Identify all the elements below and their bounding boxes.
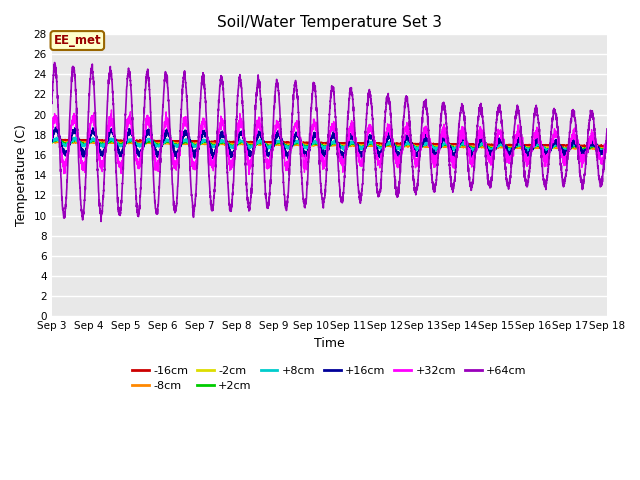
-2cm xyxy=(600,148,607,154)
-8cm xyxy=(603,146,611,152)
+8cm xyxy=(72,134,79,140)
+32cm xyxy=(309,127,317,133)
+32cm xyxy=(454,141,462,147)
+8cm xyxy=(603,145,611,151)
+16cm xyxy=(53,124,61,130)
-8cm xyxy=(148,141,156,146)
Line: +64cm: +64cm xyxy=(52,62,607,221)
+32cm xyxy=(148,130,156,135)
+8cm xyxy=(603,144,611,150)
-16cm xyxy=(72,136,80,142)
-16cm xyxy=(454,142,461,147)
+2cm xyxy=(603,146,611,152)
+8cm xyxy=(309,141,317,146)
+32cm xyxy=(486,160,493,166)
+2cm xyxy=(486,144,493,150)
Line: +32cm: +32cm xyxy=(52,110,607,175)
Line: -2cm: -2cm xyxy=(52,140,607,151)
Text: EE_met: EE_met xyxy=(54,34,101,47)
+2cm xyxy=(423,141,431,146)
+8cm xyxy=(423,141,431,147)
+64cm xyxy=(486,181,493,187)
Title: Soil/Water Temperature Set 3: Soil/Water Temperature Set 3 xyxy=(217,15,442,30)
-2cm xyxy=(603,146,611,152)
-2cm xyxy=(486,144,493,150)
+8cm xyxy=(148,139,156,145)
+64cm xyxy=(454,136,462,142)
+64cm xyxy=(48,99,56,105)
-16cm xyxy=(486,142,493,147)
-8cm xyxy=(603,145,611,151)
+2cm xyxy=(52,136,60,142)
Line: +16cm: +16cm xyxy=(52,127,607,159)
-16cm xyxy=(309,140,317,145)
-8cm xyxy=(486,144,493,150)
-16cm xyxy=(48,137,56,143)
+16cm xyxy=(48,139,56,144)
Legend: -16cm, -8cm, -2cm, +2cm, +8cm, +16cm, +32cm, +64cm: -16cm, -8cm, -2cm, +2cm, +8cm, +16cm, +3… xyxy=(127,361,531,396)
+32cm xyxy=(108,107,115,113)
-2cm xyxy=(48,139,56,145)
-2cm xyxy=(454,144,461,150)
+16cm xyxy=(486,148,493,154)
+8cm xyxy=(48,140,56,145)
-8cm xyxy=(48,139,56,145)
+32cm xyxy=(603,144,611,150)
+2cm xyxy=(454,144,461,150)
-8cm xyxy=(423,144,431,150)
Line: -8cm: -8cm xyxy=(52,141,607,150)
-8cm xyxy=(454,144,461,150)
+32cm xyxy=(245,172,253,178)
+2cm xyxy=(603,145,611,151)
+2cm xyxy=(581,148,589,154)
+32cm xyxy=(603,144,611,149)
+32cm xyxy=(424,134,431,140)
-8cm xyxy=(599,147,607,153)
+64cm xyxy=(97,218,105,224)
-16cm xyxy=(603,143,611,149)
-2cm xyxy=(309,143,317,148)
+16cm xyxy=(454,145,462,151)
-8cm xyxy=(309,143,317,148)
+32cm xyxy=(48,133,56,139)
+64cm xyxy=(603,134,611,140)
+2cm xyxy=(48,140,56,145)
Line: +8cm: +8cm xyxy=(52,137,607,153)
+64cm xyxy=(603,126,611,132)
+2cm xyxy=(148,139,156,145)
X-axis label: Time: Time xyxy=(314,337,345,350)
-2cm xyxy=(148,139,156,144)
-2cm xyxy=(54,137,62,143)
+64cm xyxy=(148,132,156,138)
+16cm xyxy=(209,156,217,162)
+64cm xyxy=(309,86,317,92)
-16cm xyxy=(591,144,598,150)
+64cm xyxy=(424,112,431,118)
Y-axis label: Temperature (C): Temperature (C) xyxy=(15,124,28,226)
Line: -16cm: -16cm xyxy=(52,139,607,147)
+8cm xyxy=(486,146,493,152)
+16cm xyxy=(148,135,156,141)
+16cm xyxy=(603,143,611,149)
+16cm xyxy=(424,135,431,141)
-2cm xyxy=(603,145,611,151)
-16cm xyxy=(148,138,156,144)
+2cm xyxy=(309,142,317,147)
+8cm xyxy=(454,144,461,150)
-16cm xyxy=(423,141,431,146)
Line: +2cm: +2cm xyxy=(52,139,607,151)
+64cm xyxy=(51,60,58,65)
-8cm xyxy=(52,138,60,144)
-2cm xyxy=(423,142,431,147)
+8cm xyxy=(561,150,568,156)
+16cm xyxy=(603,147,611,153)
-16cm xyxy=(603,144,611,149)
+16cm xyxy=(309,135,317,141)
